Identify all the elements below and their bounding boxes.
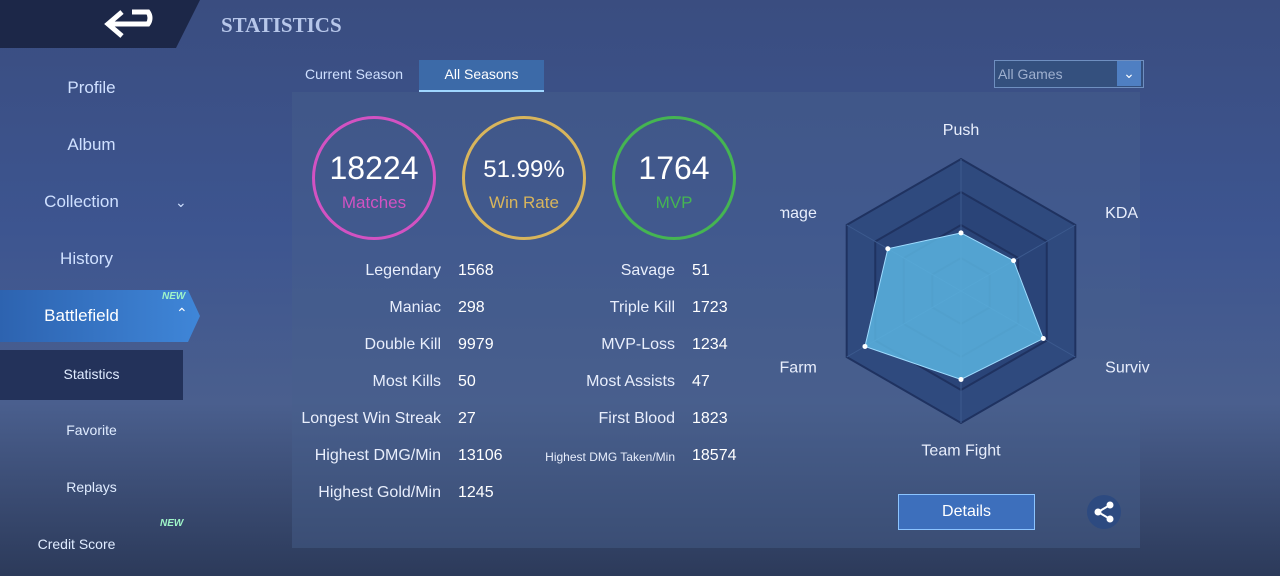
- radar-point: [958, 376, 964, 382]
- back-button[interactable]: [104, 6, 166, 42]
- summary-label: Matches: [341, 193, 407, 212]
- summary-label: Win Rate: [489, 193, 559, 212]
- nav-item[interactable]: Album: [67, 135, 116, 154]
- stat-value: 298: [458, 299, 485, 316]
- radar-axis-label: KDA: [1105, 205, 1138, 222]
- stat-value: 18574: [692, 447, 737, 464]
- stat-value: 1823: [692, 410, 728, 427]
- stat-label: Most Assists: [586, 373, 675, 390]
- new-badge: NEW: [160, 518, 184, 529]
- nav-item[interactable]: History: [60, 249, 113, 268]
- radar-point: [862, 343, 868, 349]
- stat-label: Savage: [620, 262, 675, 279]
- stat-label: Legendary: [365, 262, 441, 279]
- subnav-active-bg: [0, 350, 183, 400]
- nav-active-bg: [0, 290, 200, 342]
- stat-value: 1723: [692, 299, 728, 316]
- nav-item[interactable]: Battlefield: [44, 306, 119, 325]
- stat-label: First Blood: [598, 410, 675, 427]
- filter-text: All Games: [998, 66, 1063, 82]
- summary-label: MVP: [655, 193, 693, 212]
- radar-point: [885, 246, 891, 252]
- stat-label: Highest Gold/Min: [318, 484, 441, 501]
- radar-axis-label: Survival: [1105, 359, 1150, 376]
- radar-axis-label: Damage: [780, 205, 817, 222]
- stat-value: 9979: [458, 336, 494, 353]
- summary-value: 1764: [638, 150, 710, 186]
- stat-label: Double Kill: [364, 336, 441, 353]
- share-button[interactable]: [1086, 494, 1122, 530]
- dropdown-arrow: ⌄: [1117, 61, 1141, 86]
- stat-label: Highest DMG/Min: [314, 447, 441, 464]
- chevron: ⌃: [176, 305, 188, 321]
- radar-axis-label: Farm: [780, 359, 817, 376]
- chevron: ⌄: [175, 194, 187, 210]
- new-badge: NEW: [162, 291, 186, 302]
- stat-value: 1568: [458, 262, 494, 279]
- stat-label: Most Kills: [372, 373, 441, 390]
- details-button[interactable]: Details: [898, 494, 1035, 530]
- page-title: STATISTICS: [221, 13, 342, 37]
- stat-value: 50: [458, 373, 476, 390]
- stat-label: Triple Kill: [609, 299, 675, 316]
- stat-label: Highest DMG Taken/Min: [545, 450, 675, 464]
- summary-ring: [612, 116, 736, 240]
- stat-label: MVP-Loss: [601, 336, 675, 353]
- radar-point: [1040, 336, 1046, 342]
- stat-value: 1245: [458, 484, 494, 501]
- summary-ring: [312, 116, 436, 240]
- subnav-item[interactable]: Favorite: [66, 422, 117, 438]
- stat-value: 13106: [458, 447, 503, 464]
- subnav-item[interactable]: Credit Score: [37, 536, 116, 552]
- subnav-item[interactable]: Statistics: [63, 366, 120, 382]
- stat-value: 27: [458, 410, 476, 427]
- tab[interactable]: Current Season: [305, 66, 404, 82]
- tab-active[interactable]: All Seasons: [444, 66, 519, 82]
- nav-item[interactable]: Profile: [67, 78, 116, 97]
- stat-label: Longest Win Streak: [301, 410, 441, 427]
- stat-value: 51: [692, 262, 710, 279]
- radar-axis-label: Push: [943, 122, 979, 139]
- summary-value: 18224: [329, 150, 419, 186]
- stat-label: Maniac: [389, 299, 441, 316]
- nav-item[interactable]: Collection: [44, 192, 119, 211]
- radar-axis-label: Team Fight: [921, 443, 1001, 460]
- stat-value: 1234: [692, 336, 728, 353]
- stat-value: 47: [692, 373, 710, 390]
- radar-point: [958, 230, 964, 236]
- header-bar: [0, 0, 200, 48]
- subnav-item[interactable]: Replays: [66, 479, 117, 495]
- summary-value: 51.99%: [483, 156, 565, 183]
- radar-chart: Push KDA Survival Team Fight Farm Damage: [780, 122, 1150, 460]
- radar-point: [1011, 258, 1017, 264]
- summary-ring: [462, 116, 586, 240]
